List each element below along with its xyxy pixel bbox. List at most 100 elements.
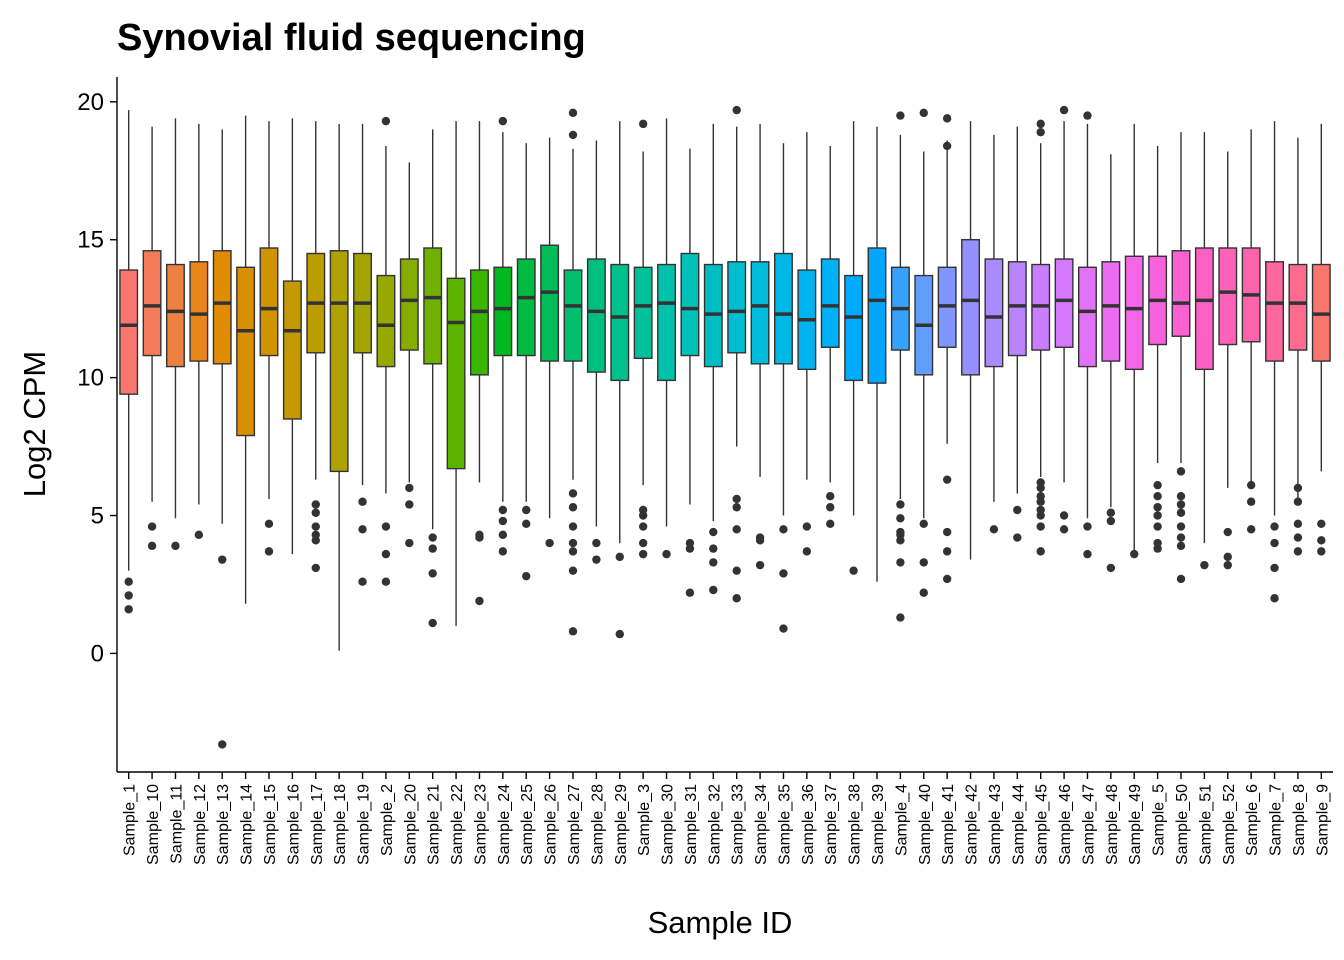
box-Sample_48 bbox=[1101, 154, 1121, 573]
outlier-point bbox=[475, 530, 484, 540]
box-Sample_15 bbox=[259, 121, 279, 556]
outlier-point bbox=[218, 555, 227, 564]
box-Sample_35 bbox=[773, 143, 793, 633]
outlier-point bbox=[732, 494, 741, 504]
outlier-point bbox=[218, 740, 227, 749]
x-tick-label: Sample_8 bbox=[1291, 784, 1308, 856]
outlier-point bbox=[522, 505, 531, 515]
outlier-point bbox=[1293, 519, 1303, 528]
x-tick-label: Sample_25 bbox=[519, 784, 536, 865]
box-iqr bbox=[119, 269, 139, 395]
outlier-point bbox=[498, 505, 508, 515]
outlier-point bbox=[709, 558, 718, 567]
outlier-point bbox=[1270, 594, 1279, 603]
outlier-point bbox=[1059, 511, 1069, 520]
outlier-point bbox=[919, 588, 928, 597]
box-Sample_5 bbox=[1148, 145, 1168, 553]
outlier-point bbox=[1153, 503, 1162, 512]
y-tick-label: 10 bbox=[77, 365, 104, 392]
outlier-point bbox=[942, 527, 952, 537]
outlier-point bbox=[638, 549, 648, 559]
outlier-point bbox=[1036, 492, 1045, 501]
x-tick-label: Sample_42 bbox=[964, 784, 981, 865]
box-Sample_16 bbox=[282, 118, 302, 555]
x-tick-label: Sample_6 bbox=[1244, 784, 1261, 856]
x-tick-label: Sample_43 bbox=[987, 784, 1004, 865]
box-Sample_1 bbox=[119, 110, 139, 614]
outlier-point bbox=[709, 544, 718, 553]
x-tick-label: Sample_35 bbox=[776, 784, 793, 865]
outlier-point bbox=[147, 541, 157, 551]
outlier-point bbox=[358, 525, 367, 534]
y-tick-label: 20 bbox=[77, 89, 104, 116]
outlier-point bbox=[779, 525, 788, 534]
outlier-point bbox=[1083, 522, 1092, 531]
box-Sample_9 bbox=[1311, 123, 1331, 556]
x-tick-label: Sample_13 bbox=[215, 784, 232, 865]
outlier-point bbox=[1176, 541, 1186, 551]
outlier-point bbox=[896, 500, 905, 509]
y-tick-label: 15 bbox=[77, 227, 104, 254]
outlier-point bbox=[942, 547, 952, 556]
outlier-point bbox=[732, 503, 741, 512]
outlier-point bbox=[779, 624, 788, 633]
x-tick-label: Sample_12 bbox=[192, 784, 209, 865]
outlier-point bbox=[264, 547, 274, 556]
outlier-point bbox=[428, 544, 437, 553]
outlier-point bbox=[381, 577, 391, 586]
outlier-point bbox=[919, 108, 928, 118]
box-Sample_21 bbox=[423, 129, 443, 628]
outlier-point bbox=[405, 483, 414, 493]
outlier-point bbox=[826, 492, 835, 501]
box-iqr bbox=[727, 261, 747, 354]
outlier-point bbox=[732, 594, 741, 603]
box-iqr bbox=[750, 261, 770, 365]
x-tick-label: Sample_9 bbox=[1314, 784, 1331, 856]
box-Sample_46 bbox=[1054, 105, 1074, 534]
x-tick-label: Sample_38 bbox=[847, 784, 864, 865]
outlier-point bbox=[942, 574, 952, 584]
x-axis-ticks: Sample_1 Sample_10 Sample_11 Sample_12 Sampl… bbox=[122, 772, 1331, 865]
outlier-point bbox=[1013, 505, 1022, 515]
x-tick-label: Sample_18 bbox=[332, 784, 349, 865]
outlier-point bbox=[194, 530, 204, 540]
box-Sample_17 bbox=[306, 121, 326, 573]
outlier-point bbox=[662, 549, 671, 559]
outlier-point bbox=[638, 119, 648, 129]
outlier-point bbox=[1176, 508, 1186, 517]
x-tick-label: Sample_10 bbox=[145, 784, 162, 865]
x-tick-label: Sample_39 bbox=[870, 784, 887, 865]
x-tick-label: Sample_14 bbox=[239, 784, 256, 865]
outlier-point bbox=[1106, 508, 1116, 517]
x-tick-label: Sample_32 bbox=[706, 784, 723, 865]
box-iqr bbox=[1054, 258, 1074, 348]
outlier-point bbox=[522, 519, 531, 528]
box-iqr bbox=[1194, 247, 1214, 371]
outlier-point bbox=[732, 566, 741, 575]
outlier-point bbox=[568, 522, 578, 531]
outlier-point bbox=[802, 522, 812, 531]
outlier-point bbox=[428, 533, 437, 542]
outlier-point bbox=[1153, 480, 1162, 490]
x-tick-label: Sample_45 bbox=[1034, 784, 1051, 865]
outlier-point bbox=[568, 547, 578, 556]
box-Sample_3 bbox=[633, 119, 653, 559]
outlier-point bbox=[1293, 533, 1303, 542]
x-tick-label: Sample_41 bbox=[940, 784, 957, 865]
box-iqr bbox=[844, 274, 864, 382]
box-Sample_28 bbox=[586, 140, 606, 564]
outlier-point bbox=[1176, 574, 1186, 584]
box-Sample_19 bbox=[353, 123, 373, 586]
outlier-point bbox=[568, 489, 578, 498]
box-iqr bbox=[586, 258, 606, 373]
box-Sample_22 bbox=[446, 121, 466, 626]
box-Sample_38 bbox=[844, 121, 864, 575]
outlier-point bbox=[568, 130, 578, 140]
box-iqr bbox=[446, 277, 466, 470]
x-tick-label: Sample_37 bbox=[823, 784, 840, 865]
x-tick-label: Sample_47 bbox=[1080, 784, 1097, 865]
box-Sample_32 bbox=[703, 123, 723, 595]
x-tick-label: Sample_51 bbox=[1197, 784, 1214, 865]
